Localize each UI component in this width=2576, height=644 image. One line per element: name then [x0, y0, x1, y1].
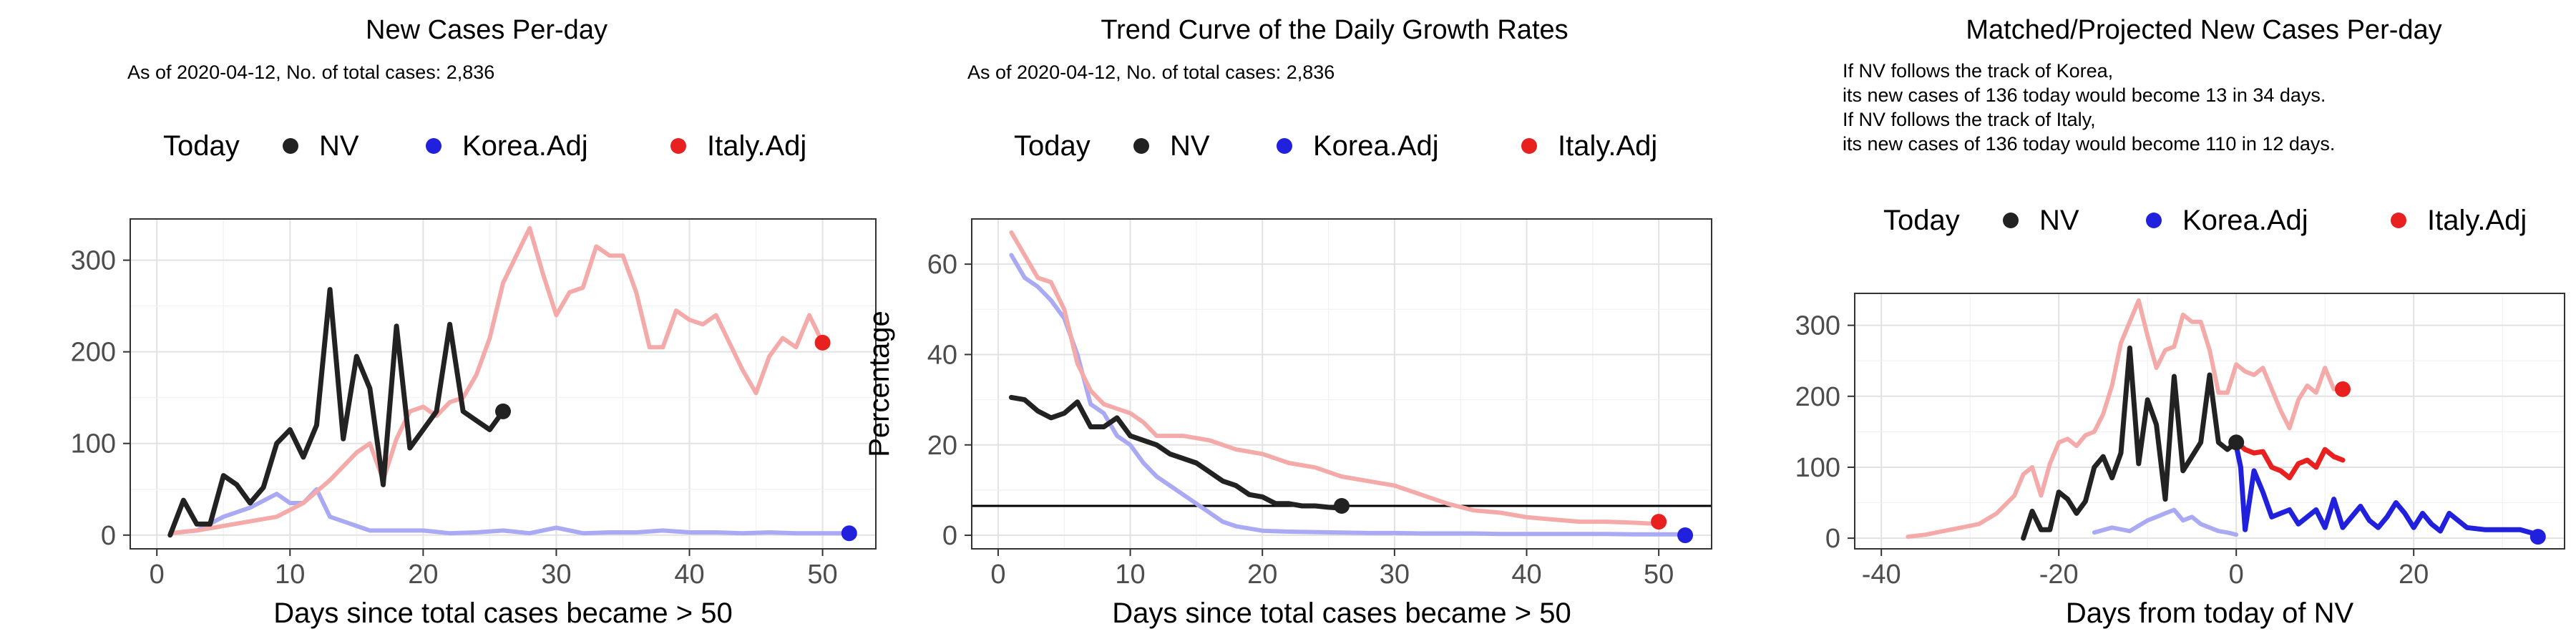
legend-label: NV [1170, 130, 1210, 162]
today-point-italy [814, 334, 831, 351]
y-tick-label: 100 [71, 429, 116, 459]
series-line-korea-adj-projected [2233, 443, 2541, 537]
x-tick-label: 40 [674, 560, 704, 590]
y-tick-label: 300 [1795, 311, 1840, 341]
series-line-nv [1008, 394, 1345, 511]
legend-marker-nv [1133, 138, 1149, 154]
y-tick-label: 0 [942, 521, 957, 551]
legend-label: Korea.Adj [1313, 130, 1439, 162]
panel-border [1854, 293, 2565, 550]
x-tick-label: 30 [1380, 560, 1410, 590]
legend-marker-italy-adj [2391, 213, 2406, 228]
panel-border [130, 218, 877, 550]
y-tick-label: 40 [927, 340, 957, 370]
today-point-korea [2529, 529, 2546, 545]
today-point-italy [2335, 381, 2351, 397]
projection-note: If NV follows the track of Italy, [1843, 109, 2096, 130]
x-tick-label: 50 [1644, 560, 1674, 590]
plot-area [130, 219, 876, 549]
legend-label: Korea.Adj [462, 130, 588, 162]
legend-marker-nv [2003, 213, 2019, 228]
x-tick-label: 20 [1247, 560, 1277, 590]
x-tick-label: 20 [2399, 560, 2429, 590]
x-axis-label: Days since total cases became > 50 [273, 597, 732, 629]
legend-label: Italy.Adj [707, 130, 806, 162]
x-tick-label: 10 [275, 560, 305, 590]
legend-title: Today [163, 130, 240, 162]
x-tick-label: 10 [1115, 560, 1145, 590]
x-tick-label: 50 [807, 560, 837, 590]
x-axis-label: Days since total cases became > 50 [1112, 597, 1571, 629]
legend-marker-korea-adj [426, 138, 441, 154]
x-tick-label: 0 [150, 560, 165, 590]
legend-label: NV [2039, 205, 2079, 236]
projection-note: its new cases of 136 today would become … [1843, 84, 2326, 106]
chart-panel-3: Matched/Projected New Cases Per-day If NV… [1795, 15, 2565, 629]
x-tick-label: 0 [2229, 560, 2244, 590]
projection-note: If NV follows the track of Korea, [1843, 60, 2113, 82]
y-tick-label: 0 [1825, 524, 1840, 554]
y-tick-label: 60 [927, 250, 957, 280]
series-line-italy-adj-past [1906, 298, 2345, 540]
y-tick-label: 100 [1795, 453, 1840, 483]
projection-note: its new cases of 136 today would become … [1843, 133, 2335, 155]
today-point-nv [1334, 498, 1350, 514]
x-tick-label: -20 [2039, 560, 2079, 590]
chart-panel-1: New Cases Per-day As of 2020-04-12, No. o… [71, 15, 877, 629]
chart-title: Matched/Projected New Cases Per-day [1966, 15, 2441, 45]
series-line-italy-adj [1009, 230, 1662, 527]
legend-marker-nv [283, 138, 298, 154]
chart-title: Trend Curve of the Daily Growth Rates [1101, 15, 1568, 45]
x-tick-label: 30 [541, 560, 571, 590]
series-line-nv [2021, 345, 2239, 541]
plot-area [1855, 293, 2565, 549]
x-axis-label: Days from today of NV [2066, 597, 2354, 629]
today-point-nv [2228, 434, 2245, 451]
legend-label: NV [319, 130, 359, 162]
chart-panel-2: Trend Curve of the Daily Growth Rates As … [864, 15, 1712, 629]
legend-label: Italy.Adj [1558, 130, 1657, 162]
y-tick-label: 200 [71, 338, 116, 368]
legend-label: Korea.Adj [2182, 205, 2308, 236]
series-line-korea-adj-past [2092, 507, 2239, 537]
today-point-korea [1677, 527, 1694, 544]
y-tick-label: 300 [71, 246, 116, 276]
today-point-nv [495, 403, 511, 419]
y-axis-label: Percentage [864, 311, 895, 457]
series-line-nv [167, 287, 506, 538]
panel-border [971, 218, 1712, 550]
series-line-korea-adj [167, 487, 852, 536]
legend-marker-italy-adj [670, 138, 686, 154]
x-tick-label: 0 [990, 560, 1005, 590]
legend-marker-korea-adj [1277, 138, 1292, 154]
y-tick-label: 20 [927, 431, 957, 461]
series-line-korea-adj [1009, 253, 1688, 537]
chart-title: New Cases Per-day [366, 15, 608, 45]
series-line-italy-adj [167, 225, 825, 536]
y-tick-label: 0 [101, 521, 116, 551]
x-tick-label: 40 [1511, 560, 1541, 590]
legend-label: Italy.Adj [2427, 205, 2527, 236]
x-tick-label: -40 [1862, 560, 1901, 590]
legend-marker-italy-adj [1521, 138, 1537, 154]
chart-subtitle: As of 2020-04-12, No. of total cases: 2,… [967, 62, 1335, 83]
legend-marker-korea-adj [2146, 213, 2162, 228]
plot-area [972, 219, 1712, 549]
legend-title: Today [1883, 205, 1960, 236]
today-point-korea [841, 525, 857, 542]
chart-subtitle: As of 2020-04-12, No. of total cases: 2,… [127, 62, 494, 83]
legend-title: Today [1014, 130, 1091, 162]
y-tick-label: 200 [1795, 382, 1840, 412]
today-point-italy [1651, 514, 1667, 530]
x-tick-label: 20 [408, 560, 438, 590]
series-line-italy-adj-projected [2233, 439, 2346, 481]
